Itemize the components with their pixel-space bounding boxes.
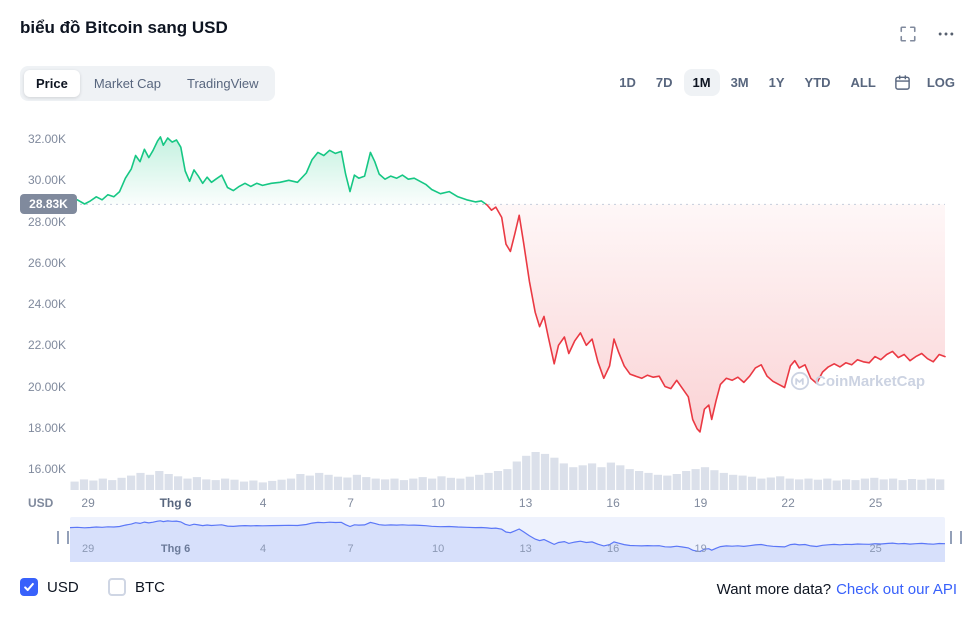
navigator-axis-label: 7 [347,543,354,555]
navigator-axis-label: 10 [431,543,445,555]
period-button-1y[interactable]: 1Y [760,69,794,96]
header-actions [899,25,955,43]
navigator-axis-label: 13 [519,543,532,555]
log-scale-button[interactable]: LOG [923,69,959,96]
x-axis-label: Thg 6 [159,496,192,510]
currency-toggle-usd[interactable]: USD [20,578,79,596]
x-axis-label: 22 [781,496,795,510]
navigator-axis-label: 29 [81,543,95,555]
x-axis-label: 4 [259,496,267,510]
coinmarketcap-logo-icon [790,371,810,391]
currency-toggle-btc[interactable]: BTC [108,578,165,596]
y-axis-label: 20.00K [27,379,66,394]
x-axis-label: 25 [868,496,883,510]
x-axis-label: 10 [431,496,445,510]
checkbox-unchecked-icon[interactable] [108,578,126,596]
more-options-icon[interactable] [937,25,955,43]
api-promo: Want more data? Check out our API [717,581,957,598]
currency-toggle-label: USD [47,578,79,596]
period-button-ytd[interactable]: YTD [796,69,840,96]
period-button-3m[interactable]: 3M [722,69,758,96]
watermark-label: CoinMarketCap [815,372,926,390]
x-axis-label: 19 [693,496,708,510]
page-title: biểu đồ Bitcoin sang USD [20,18,228,37]
period-toolbar: 1D 7D 1M 3M 1Y YTD ALL LOG [610,69,959,96]
x-axis-label: 29 [81,496,95,510]
navigator-axis-label: 16 [606,543,620,555]
x-axis-label: 16 [606,496,620,510]
api-link[interactable]: Check out our API [836,581,957,598]
navigator-axis-label: 19 [694,543,707,555]
period-buttons: 1D 7D 1M 3M 1Y YTD ALL [610,69,885,96]
navigator-axis-label: Thg 6 [160,543,191,555]
currency-toggle-label: BTC [135,578,165,596]
period-button-1d[interactable]: 1D [610,69,645,96]
navigator-axis-label: 25 [869,543,882,555]
calendar-icon[interactable] [894,74,911,91]
period-button-all[interactable]: ALL [842,69,885,96]
chart-type-tab-market-cap[interactable]: Market Cap [82,70,173,97]
chart-type-tabs: Price Market Cap TradingView [20,66,275,101]
y-axis-label: 26.00K [27,255,66,270]
navigator-left-handle[interactable] [57,531,69,544]
volume-unit-label: USD [28,496,54,510]
y-axis-label: 24.00K [27,297,66,311]
navigator-right-handle[interactable] [950,531,962,544]
y-axis-label: 32.00K [27,132,66,146]
watermark: CoinMarketCap [790,371,925,391]
y-axis-label: 30.00K [27,173,66,188]
y-axis-label: 28.00K [27,214,66,229]
navigator-axis-label: 4 [260,543,267,555]
fullscreen-icon[interactable] [899,25,917,43]
x-axis-label: 13 [518,496,533,510]
y-axis-label: 16.00K [27,462,66,476]
period-button-1m[interactable]: 1M [683,69,720,96]
y-axis-label: 22.00K [27,338,66,353]
promo-text: Want more data? [716,581,832,598]
period-button-7d[interactable]: 7D [647,69,682,96]
x-axis-label: 7 [347,496,354,510]
chart-type-tab-price[interactable]: Price [24,70,80,97]
y-axis-label: 18.00K [27,420,66,435]
current-price-badge: 28.83K [20,194,77,215]
checkbox-checked-icon[interactable] [20,578,38,596]
chart-type-tab-tradingview[interactable]: TradingView [175,70,271,97]
